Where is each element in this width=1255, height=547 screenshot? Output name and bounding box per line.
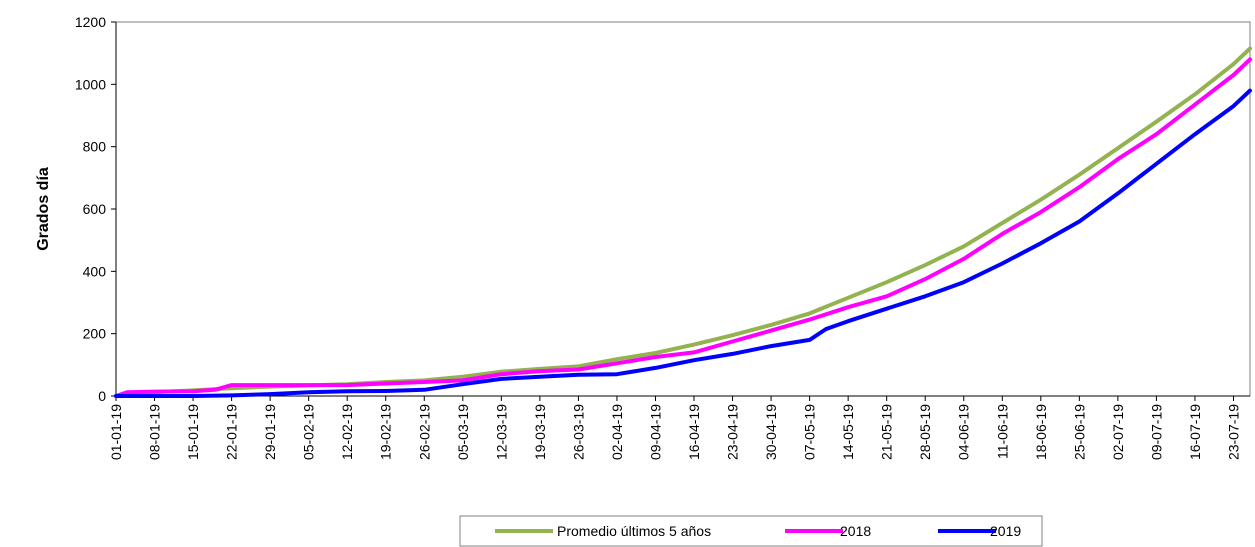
x-tick-label: 23-04-19 <box>725 404 741 460</box>
x-tick-label: 15-01-19 <box>185 404 201 460</box>
x-tick-label: 18-06-19 <box>1033 404 1049 460</box>
series-line-1 <box>114 57 1252 398</box>
y-tick-label: 400 <box>83 263 107 279</box>
legend-label-0: Promedio últimos 5 años <box>557 523 711 539</box>
legend-label-2: 2019 <box>990 523 1021 539</box>
x-tick-label: 23-07-19 <box>1225 404 1241 460</box>
x-tick-label: 26-02-19 <box>416 404 432 460</box>
y-tick-label: 200 <box>83 326 107 342</box>
x-tick-label: 09-04-19 <box>647 404 663 460</box>
x-tick-label: 21-05-19 <box>879 404 895 460</box>
x-tick-label: 05-03-19 <box>455 404 471 460</box>
x-tick-label: 28-05-19 <box>917 404 933 460</box>
x-tick-label: 16-04-19 <box>686 404 702 460</box>
x-tick-label: 26-03-19 <box>570 404 586 460</box>
x-tick-label: 22-01-19 <box>224 404 240 460</box>
x-tick-label: 19-02-19 <box>378 404 394 460</box>
x-tick-label: 02-07-19 <box>1110 404 1126 460</box>
x-tick-label: 07-05-19 <box>802 404 818 460</box>
x-tick-label: 04-06-19 <box>956 404 972 460</box>
x-tick-label: 30-04-19 <box>763 404 779 460</box>
x-tick-label: 29-01-19 <box>262 404 278 460</box>
x-tick-label: 12-03-19 <box>493 404 509 460</box>
x-tick-label: 02-04-19 <box>609 404 625 460</box>
x-tick-label: 16-07-19 <box>1187 404 1203 460</box>
legend: Promedio últimos 5 años 2018 2019 <box>459 515 1043 547</box>
x-tick-label: 05-02-19 <box>301 404 317 460</box>
x-tick-label: 14-05-19 <box>840 404 856 460</box>
x-tick-label: 11-06-19 <box>994 404 1010 459</box>
plot-area <box>115 21 1251 397</box>
y-tick-label: 600 <box>83 201 107 217</box>
y-tick-label: 800 <box>83 139 107 155</box>
y-tick-label: 0 <box>98 388 106 404</box>
y-tick-label: 1000 <box>75 76 106 92</box>
plot-frame <box>115 21 1251 397</box>
series-line-2 <box>114 88 1252 398</box>
series-lines <box>114 46 1252 398</box>
x-tick-label: 08-01-19 <box>147 404 163 460</box>
x-tick-label: 25-06-19 <box>1071 404 1087 460</box>
legend-label-1: 2018 <box>840 523 871 539</box>
y-axis-title: Grados día <box>35 167 52 251</box>
x-tick-label: 09-07-19 <box>1148 404 1164 460</box>
y-tick-label: 1200 <box>75 14 106 30</box>
x-tick-label: 01-01-19 <box>108 404 124 460</box>
x-tick-label: 19-03-19 <box>532 404 548 460</box>
x-tick-label: 12-02-19 <box>339 404 355 460</box>
x-axis: 01-01-19 08-01-19 15-01-19 22-01-19 29-01-19… <box>108 395 1250 460</box>
y-axis: 0 200 400 600 800 1000 1200 <box>75 14 117 404</box>
